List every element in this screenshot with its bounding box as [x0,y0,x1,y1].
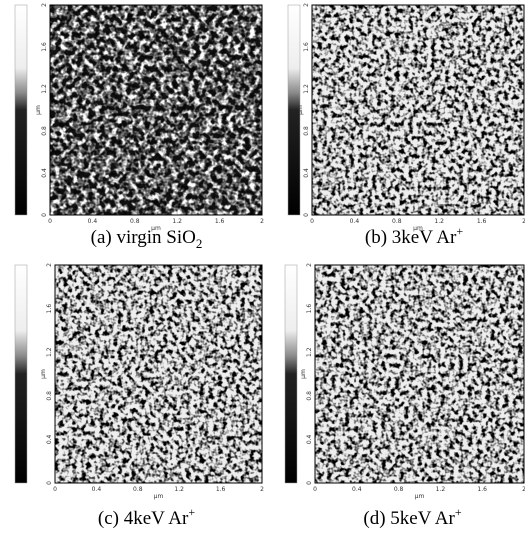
x-tick-label: 0 [48,218,52,225]
x-axis-unit: μm [151,225,161,232]
y-tick-label: 0.4 [306,434,313,444]
y-tick-label: 0 [46,481,53,485]
y-axis-unit: μm [40,369,47,379]
x-axis-unit: μm [413,225,423,232]
x-tick-label: 0.4 [352,486,362,493]
x-tick-label: 1.6 [477,486,487,493]
y-tick-label: 1.6 [46,304,53,314]
y-tick-label: 0.8 [303,126,310,136]
x-tick-label: 1.2 [174,486,184,493]
y-tick-label: 1.6 [303,42,310,52]
x-tick-label: 0.4 [92,486,102,493]
caption: (a) virgin SiO2 [91,227,203,251]
x-tick-label: 0 [310,218,314,225]
afm-frame [311,4,525,216]
y-tick-label: 0.8 [306,391,313,401]
x-axis-unit: μm [415,493,425,500]
colorbar [284,264,298,484]
caption-text: (c) 4keV Ar [98,508,189,529]
x-tick-label: 0 [53,486,57,493]
y-tick-label: 2 [41,3,48,7]
x-tick-label: 2 [260,486,264,493]
y-axis-unit: μm [297,105,304,115]
y-tick-label: 2 [306,263,313,267]
x-tick-label: 2 [522,218,525,225]
x-tick-label: 1.2 [172,218,182,225]
caption-subscript: 2 [196,236,203,251]
caption: (d) 5keV Ar+ [363,505,461,529]
x-tick-label: 0.8 [392,218,402,225]
y-tick-label: 0.4 [41,168,48,178]
y-tick-label: 1.2 [303,84,310,94]
caption-text: (a) virgin SiO [91,227,196,248]
afm-texture [50,5,262,215]
y-tick-label: 1.6 [306,304,313,314]
x-tick-label: 2 [522,486,525,493]
caption-text: (b) 3keV Ar [365,227,457,248]
afm-texture [315,265,524,483]
x-tick-label: 0.8 [394,486,404,493]
y-tick-label: 1.2 [41,84,48,94]
x-tick-label: 1.6 [477,218,487,225]
y-tick-label: 2 [303,3,310,7]
caption-superscript: + [188,505,195,519]
afm-frame [54,264,263,484]
y-tick-label: 1.2 [306,347,313,357]
y-tick-label: 0 [306,481,313,485]
caption-superscript: + [455,505,462,519]
y-tick-label: 2 [46,263,53,267]
afm-texture [312,5,524,215]
x-tick-label: 1.6 [215,218,225,225]
x-axis-unit: μm [154,493,164,500]
colorbar [287,4,301,216]
y-tick-label: 1.2 [46,347,53,357]
x-tick-label: 0.8 [133,486,143,493]
afm-frame [49,4,263,216]
caption-superscript: + [456,224,463,238]
afm-texture [55,265,262,483]
y-axis-unit: μm [300,369,307,379]
x-tick-label: 1.2 [436,486,446,493]
afm-panel: 00 0.4 0.4 0.8 0.8 1.2 1.2 1.6 1.6 2 2 μm μm (c) 4keV… [14,263,264,529]
y-tick-label: 0.4 [303,168,310,178]
y-tick-label: 0.8 [41,126,48,136]
y-tick-label: 0.4 [46,434,53,444]
y-tick-label: 0.8 [46,391,53,401]
y-axis-unit: μm [35,105,42,115]
x-tick-label: 0.4 [88,218,98,225]
afm-panel: 00 0.4 0.4 0.8 0.8 1.2 1.2 1.6 1.6 2 2 μm μm (d) 5keV… [284,263,525,529]
x-tick-label: 1.2 [434,218,444,225]
x-tick-label: 2 [260,218,264,225]
caption-text: (d) 5keV Ar [363,508,455,529]
x-tick-label: 0 [313,486,317,493]
y-tick-label: 1.6 [41,42,48,52]
x-tick-label: 0.4 [350,218,360,225]
afm-frame [314,264,525,484]
colorbar [14,264,28,484]
caption: (c) 4keV Ar+ [98,505,195,529]
x-tick-label: 1.6 [216,486,226,493]
colorbar [14,4,28,216]
caption: (b) 3keV Ar+ [365,224,463,248]
y-tick-label: 0 [303,213,310,217]
y-tick-label: 0 [41,213,48,217]
x-tick-label: 0.8 [130,218,140,225]
